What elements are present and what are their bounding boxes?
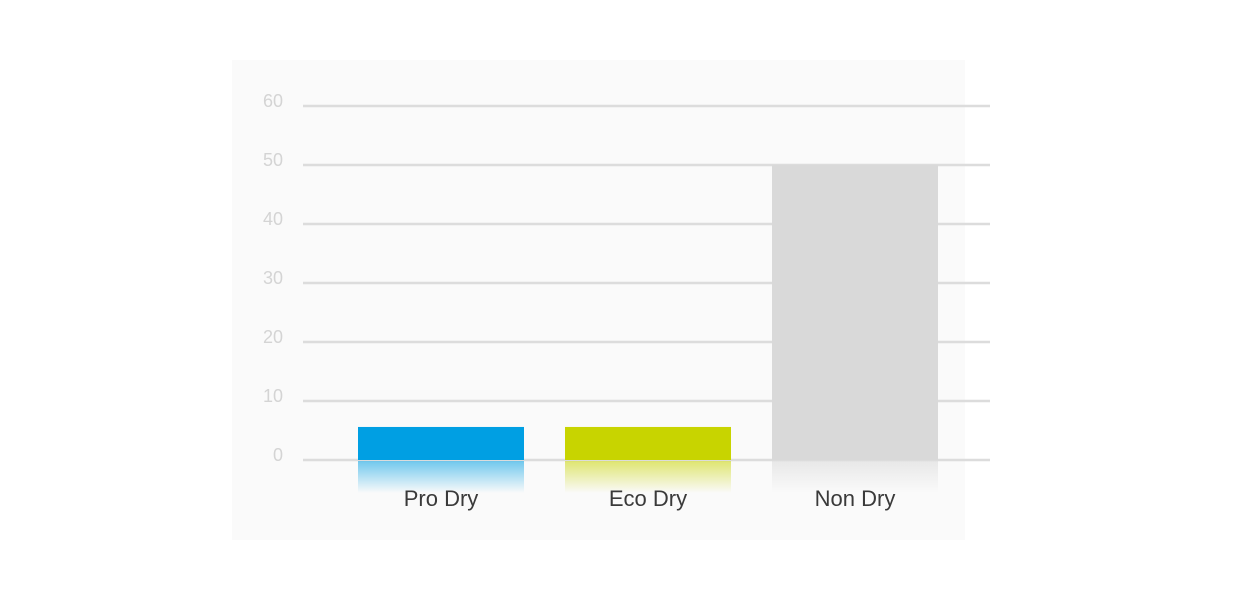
y-tick-label: 20 — [263, 327, 283, 347]
x-tick-label: Non Dry — [815, 486, 896, 511]
y-tick-label: 30 — [263, 268, 283, 288]
y-tick-label: 40 — [263, 209, 283, 229]
y-tick-label: 0 — [273, 445, 283, 465]
bar-reflection — [358, 461, 524, 493]
x-tick-label: Pro Dry — [404, 486, 479, 511]
bar — [358, 426, 524, 460]
bar — [565, 426, 731, 460]
x-tick-label: Eco Dry — [609, 486, 687, 511]
y-tick-label: 60 — [263, 91, 283, 111]
bar — [772, 165, 938, 460]
y-tick-label: 50 — [263, 150, 283, 170]
bar-reflection — [772, 461, 938, 493]
y-tick-label: 10 — [263, 386, 283, 406]
bar-reflection — [565, 461, 731, 493]
